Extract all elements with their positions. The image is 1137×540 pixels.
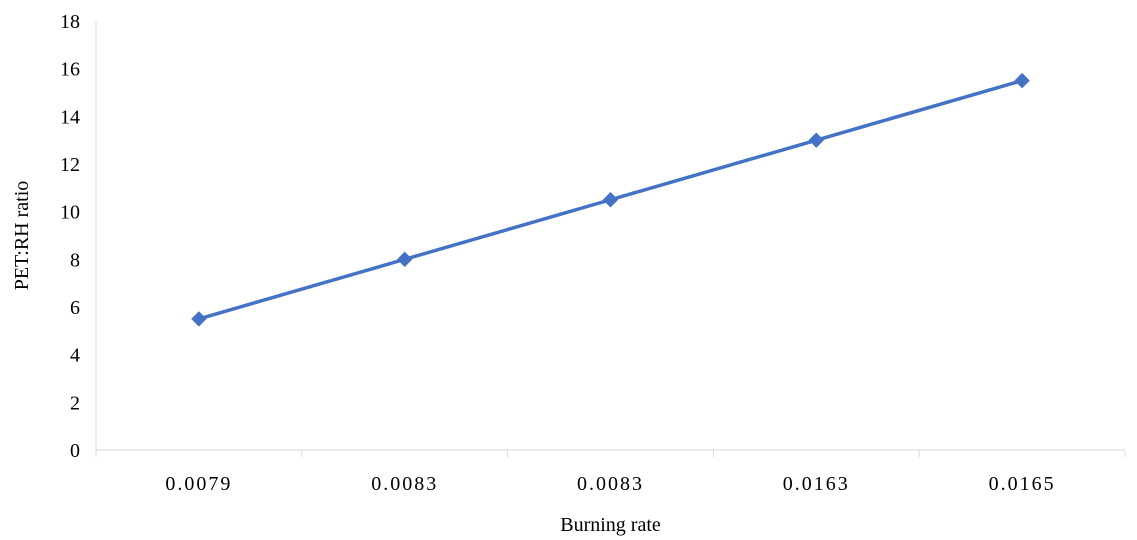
data-point-marker	[602, 192, 619, 208]
x-tick-label: 0.0083	[371, 473, 438, 495]
y-tick-label: 12	[60, 154, 80, 176]
y-tick-label: 16	[60, 59, 80, 81]
x-tick-labels: 0.0079 0.0083 0.0083 0.0163 0.0165	[95, 450, 1126, 495]
x-axis-title: Burning rate	[560, 514, 661, 536]
y-tick-label: 6	[70, 297, 80, 319]
y-tick-label: 2	[70, 392, 80, 414]
x-tick-label: 0.0163	[783, 473, 850, 495]
data-point-marker	[191, 311, 207, 327]
y-tick-label: 14	[60, 106, 80, 128]
x-tick-label: 0.0083	[577, 473, 644, 495]
y-tick-label: 10	[60, 202, 80, 224]
y-tick-label: 8	[70, 249, 80, 271]
data-point-markers	[191, 72, 1030, 327]
data-point-marker	[808, 132, 825, 148]
x-tick-label: 0.0079	[165, 473, 232, 495]
y-axis-title: PET:RH ratio	[11, 181, 33, 291]
data-point-marker	[1014, 72, 1030, 89]
data-point-marker	[396, 251, 413, 268]
y-tick-labels: 0 2 4 6 8 10 12 14 16 18	[60, 11, 80, 462]
y-tick-label: 4	[70, 345, 80, 367]
x-tick-label: 0.0165	[989, 473, 1056, 495]
y-tick-label: 18	[60, 11, 80, 33]
y-tick-label: 0	[70, 440, 80, 462]
